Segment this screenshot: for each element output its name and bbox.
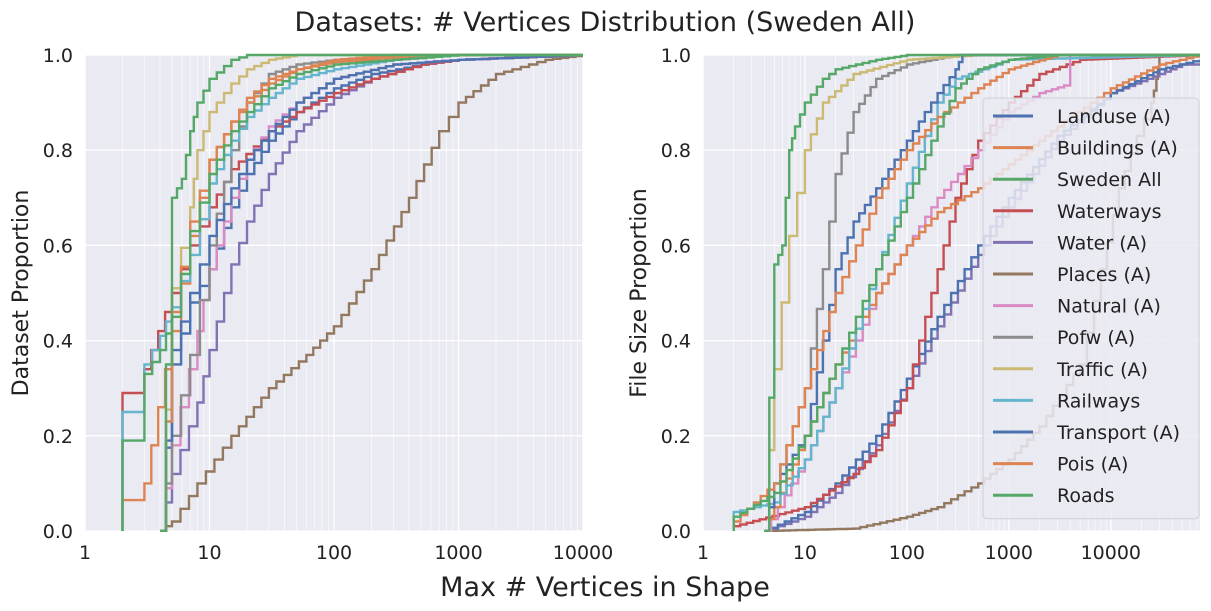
series-group [121, 53, 583, 532]
x-tick-label: 1000 [434, 542, 482, 564]
legend-frame [982, 97, 1200, 520]
y-tick-label: 0.0 [661, 521, 691, 543]
legend-label: Waterways [1057, 201, 1162, 223]
x-tick-label: 10000 [553, 542, 613, 564]
y-tick-label: 0.2 [661, 426, 691, 448]
legend-label: Transport (A) [1056, 422, 1180, 444]
x-tick-label: 10 [197, 542, 221, 564]
x-tick-label: 1 [79, 542, 91, 564]
legend-label: Water (A) [1057, 232, 1147, 254]
y-tick-label: 0.0 [43, 521, 73, 543]
legend-label: Pofw (A) [1057, 327, 1135, 349]
legend-label: Places (A) [1057, 264, 1151, 286]
x-tick-label: 10 [793, 542, 817, 564]
y-tick-label: 0.8 [43, 140, 73, 162]
y-tick-label: 1.0 [661, 45, 691, 67]
y-tick-label: 0.6 [661, 235, 691, 257]
figure-title: Datasets: # Vertices Distribution (Swede… [295, 7, 916, 38]
x-tick-label: 1000 [985, 542, 1033, 564]
legend-label: Landuse (A) [1057, 106, 1171, 128]
left-chart-panel: 1 10 100 1000 10000 0.0 0.2 0.4 0.6 0.8 1.0 Dataset… [9, 45, 613, 564]
y-tick-label: 0.8 [661, 140, 691, 162]
legend-label: Railways [1057, 390, 1140, 412]
legend-label: Pois (A) [1057, 454, 1128, 476]
x-tick-label: 1 [697, 542, 709, 564]
series-line-transport-a [160, 54, 583, 532]
x-tick-label: 100 [889, 542, 925, 564]
y-tick-label: 0.4 [43, 331, 73, 353]
series-line-railways [732, 54, 1200, 531]
legend-label: Buildings (A) [1057, 138, 1178, 160]
legend-label: Traffic (A) [1056, 359, 1148, 381]
legend-label: Natural (A) [1057, 296, 1161, 318]
y-axis-label: Dataset Proportion [9, 190, 34, 397]
shared-x-axis-label: Max # Vertices in Shape [440, 572, 770, 603]
legend-label: Roads [1057, 485, 1115, 507]
y-axis-label: File Size Proportion [627, 188, 652, 397]
series-line-places-a [160, 54, 583, 532]
x-tick-label: 10000 [1081, 542, 1141, 564]
x-tick-label: 100 [316, 542, 352, 564]
y-tick-label: 0.2 [43, 426, 73, 448]
series-line-roads [764, 53, 1200, 532]
right-chart-panel: 1 10 100 1000 10000 0.0 0.2 0.4 0.6 0.8 1.0 File Si… [627, 45, 1200, 564]
legend-label: Sweden All [1057, 169, 1162, 191]
y-tick-label: 0.4 [661, 331, 691, 353]
y-tick-label: 1.0 [43, 45, 73, 67]
series-line-roads [160, 53, 583, 532]
y-tick-label: 0.6 [43, 235, 73, 257]
legend: Landuse (A) Buildings (A) Sweden All Waterw… [982, 97, 1200, 520]
